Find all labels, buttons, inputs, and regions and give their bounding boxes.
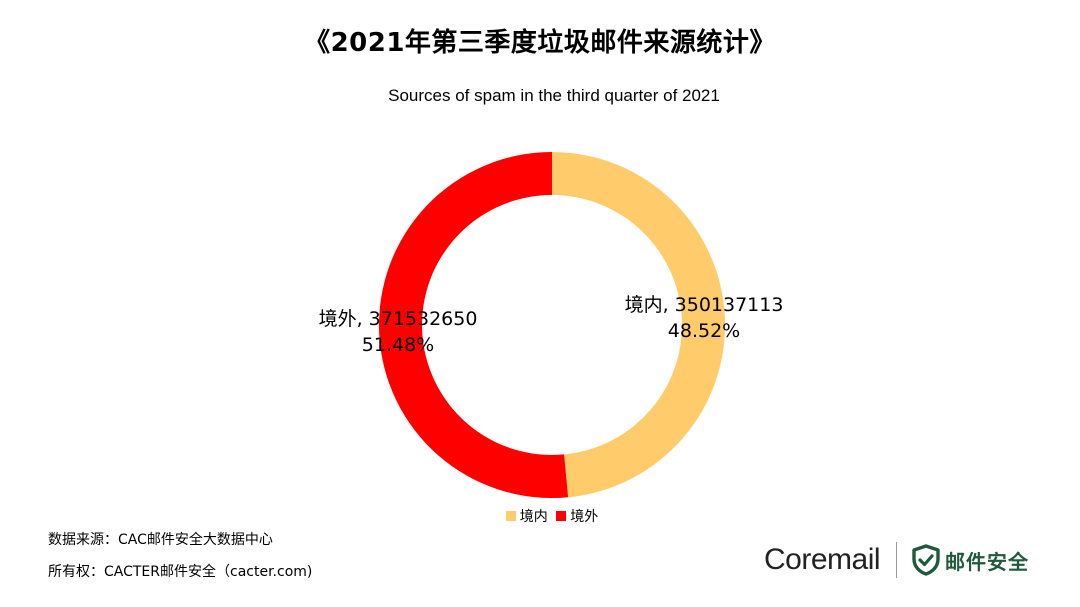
brand-logo: Coremail 邮件安全 bbox=[764, 538, 1029, 582]
legend-item-overseas: 境外 bbox=[556, 506, 598, 526]
chart-title: 《2021年第三季度垃圾邮件来源统计》 bbox=[304, 28, 776, 58]
data-label-domestic: 境内, 350137113 bbox=[625, 294, 784, 316]
donut-slice-domestic bbox=[552, 152, 725, 498]
chart-subtitle: Sources of spam in the third quarter of … bbox=[388, 86, 720, 105]
brand-product: 邮件安全 bbox=[945, 549, 1030, 574]
brand-divider bbox=[896, 542, 898, 578]
legend-label-overseas: 境外 bbox=[570, 509, 599, 525]
shield-check-icon bbox=[912, 544, 940, 576]
data-label-percent-domestic: 48.52% bbox=[668, 320, 740, 342]
data-label-percent-overseas: 51.48% bbox=[362, 334, 434, 356]
chart-legend: 境内 境外 bbox=[0, 506, 1080, 526]
data-source-note: 数据来源：CAC邮件安全大数据中心 bbox=[48, 532, 273, 548]
data-label-overseas: 境外, 371532650 bbox=[319, 308, 478, 330]
legend-item-domestic: 境内 bbox=[505, 506, 548, 526]
legend-swatch-domestic bbox=[505, 511, 516, 521]
copyright-note: 所有权：CACTER邮件安全（cacter.com) bbox=[48, 564, 313, 580]
brand-name: Coremail bbox=[764, 543, 881, 576]
legend-swatch-overseas bbox=[556, 511, 567, 521]
donut-slice-overseas bbox=[378, 152, 569, 498]
legend-label-domestic: 境内 bbox=[519, 509, 548, 525]
